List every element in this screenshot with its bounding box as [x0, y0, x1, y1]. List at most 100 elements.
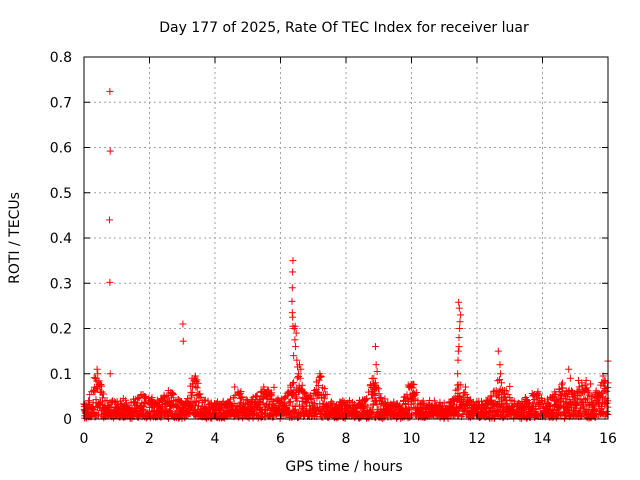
data-point [296, 387, 304, 395]
axis-ticks: 0 2 4 6 8 10 12 14 16 0 0.1 0.2 0.3 0.4 0.5 0.6 0.7 0.8 [50, 50, 617, 447]
data-point [302, 399, 310, 407]
data-point [93, 365, 101, 373]
data-point [194, 379, 202, 387]
data-point [100, 390, 108, 398]
data-point [164, 414, 172, 422]
data-point [238, 393, 246, 401]
data-point [191, 397, 199, 405]
data-point [341, 414, 349, 422]
data-point [244, 399, 252, 407]
data-point [288, 297, 296, 305]
data-point [288, 284, 296, 292]
data-point [148, 394, 156, 402]
y-tick-label: 0.5 [50, 186, 72, 202]
data-point [276, 398, 284, 406]
data-point [364, 403, 372, 411]
data-point [106, 87, 114, 95]
y-axis-label: ROTI / TECUs [7, 192, 23, 284]
data-point [188, 388, 196, 396]
data-point [197, 394, 205, 402]
data-point [169, 390, 177, 398]
data-point [309, 399, 317, 407]
data-point [457, 311, 465, 319]
data-point [455, 298, 463, 306]
data-point [361, 396, 369, 404]
data-point [339, 397, 347, 405]
data-point [370, 374, 378, 382]
data-point [106, 216, 114, 224]
data-point [587, 380, 595, 388]
x-tick-label: 10 [403, 431, 421, 447]
data-point [565, 365, 573, 373]
data-point [266, 390, 274, 398]
data-point [230, 394, 238, 402]
data-point [323, 390, 331, 398]
data-points [80, 87, 612, 423]
data-point [502, 387, 510, 395]
data-point [372, 361, 380, 369]
x-tick-label: 2 [145, 431, 154, 447]
y-tick-label: 0.1 [50, 367, 72, 383]
data-point [179, 320, 187, 328]
data-point [289, 257, 297, 265]
data-point [141, 399, 149, 407]
data-point [134, 413, 142, 421]
data-point [301, 390, 309, 398]
data-point [455, 304, 463, 312]
data-point [282, 393, 290, 401]
x-axis-label: GPS time / hours [285, 459, 402, 475]
data-point [287, 398, 295, 406]
chart-title: Day 177 of 2025, Rate Of TEC Index for r… [159, 20, 529, 36]
data-point [290, 352, 298, 360]
data-point [321, 385, 329, 393]
data-point [455, 343, 463, 351]
data-point [289, 389, 297, 397]
data-point [454, 370, 462, 378]
data-point [289, 313, 297, 321]
data-point [289, 268, 297, 276]
data-point [292, 343, 300, 351]
data-point [196, 390, 204, 398]
x-tick-label: 0 [80, 431, 89, 447]
data-point [558, 379, 566, 387]
data-point [188, 382, 196, 390]
data-point [226, 395, 234, 403]
data-point [298, 381, 306, 389]
y-tick-label: 0.3 [50, 276, 72, 292]
data-point [88, 404, 96, 412]
data-point [306, 391, 314, 399]
x-tick-label: 4 [211, 431, 220, 447]
data-point [179, 337, 187, 345]
y-tick-label: 0.2 [50, 322, 72, 338]
data-point [192, 401, 200, 409]
data-point [289, 380, 297, 388]
data-point [176, 397, 184, 405]
x-tick-label: 8 [342, 431, 351, 447]
data-point [85, 397, 93, 405]
data-point [314, 382, 322, 390]
y-tick-label: 0.4 [50, 231, 72, 247]
data-point [98, 382, 106, 390]
data-point [268, 389, 276, 397]
data-point [497, 370, 505, 378]
data-point [166, 397, 174, 405]
data-point [106, 147, 114, 155]
data-point [289, 379, 297, 387]
y-tick-label: 0 [63, 412, 72, 428]
data-point [90, 374, 98, 382]
data-point [506, 382, 514, 390]
data-point [88, 404, 96, 412]
grid [84, 57, 608, 419]
data-point [455, 334, 463, 342]
data-point [157, 414, 165, 422]
data-point [291, 336, 299, 344]
data-point [169, 391, 177, 399]
data-point [454, 347, 462, 355]
x-tick-label: 16 [599, 431, 617, 447]
data-point [193, 376, 201, 384]
data-point [329, 399, 337, 407]
data-point [291, 405, 299, 413]
data-point [180, 401, 188, 409]
data-point [456, 318, 464, 326]
